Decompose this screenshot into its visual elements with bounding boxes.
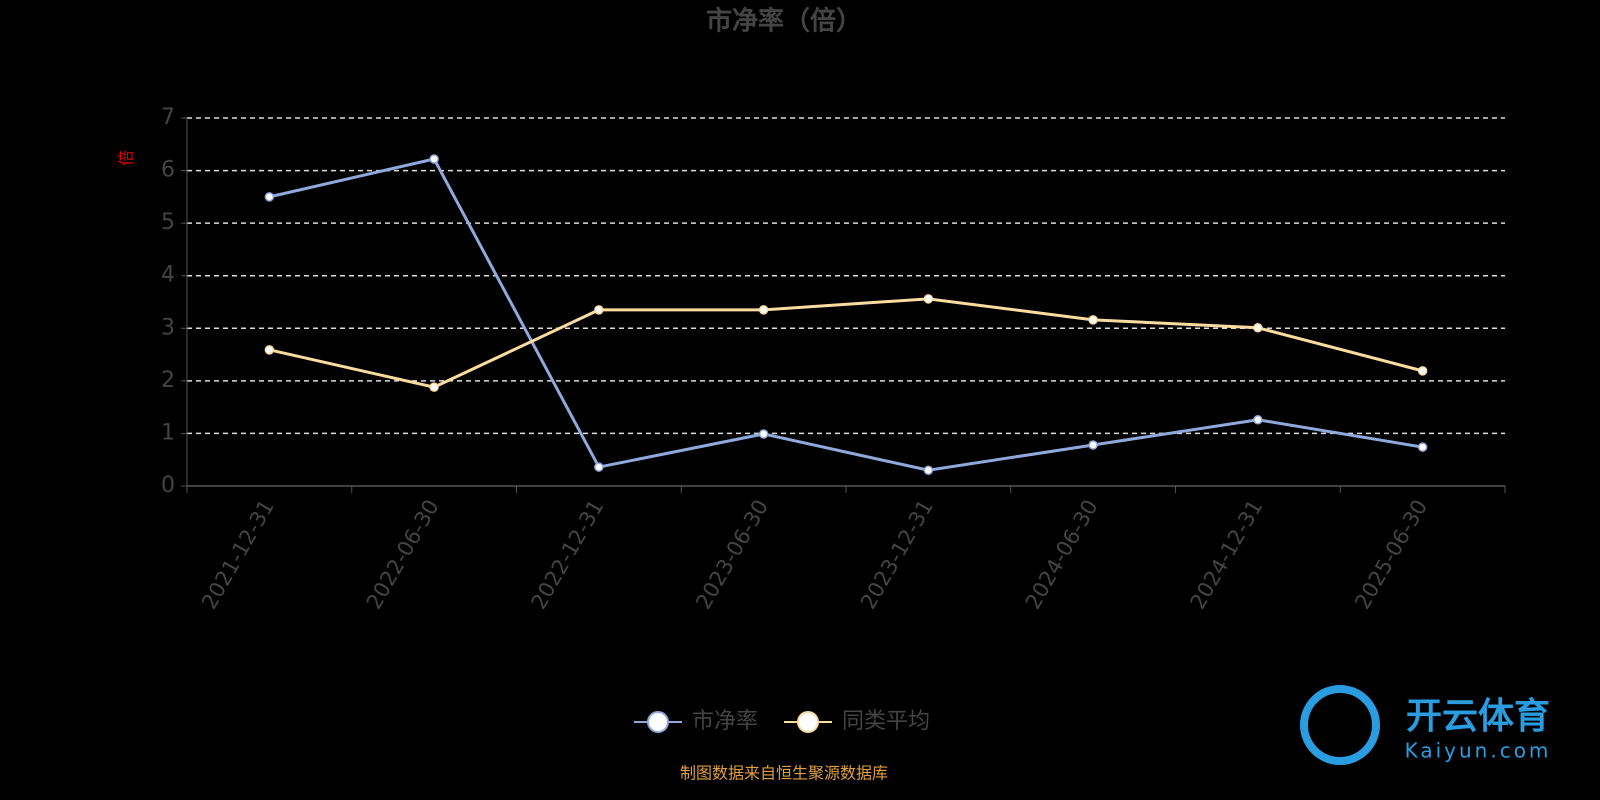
x-tick-label: 2025-06-30 bbox=[1350, 496, 1432, 614]
watermark-site: Kaiyun.com bbox=[1405, 739, 1552, 763]
source-note: 制图数据来自恒生聚源数据库 bbox=[680, 764, 888, 783]
y-axis-label: 倍 bbox=[117, 150, 136, 166]
series-line bbox=[269, 157, 1423, 472]
x-tick-label: 2022-06-30 bbox=[362, 496, 444, 614]
data-point bbox=[429, 154, 439, 164]
x-tick-label: 2024-12-31 bbox=[1186, 496, 1268, 614]
y-tick-label: 2 bbox=[161, 368, 175, 393]
data-point bbox=[264, 192, 275, 202]
watermark-logo bbox=[1300, 685, 1380, 765]
data-point bbox=[594, 305, 604, 315]
data-point bbox=[1088, 440, 1098, 450]
x-tick-label: 2024-06-30 bbox=[1021, 496, 1103, 614]
series-line bbox=[269, 297, 1424, 389]
y-tick-label: 1 bbox=[161, 420, 175, 445]
legend-marker bbox=[797, 711, 819, 733]
data-point bbox=[264, 345, 275, 355]
data-point bbox=[429, 382, 439, 392]
data-point bbox=[923, 294, 934, 304]
chart-title: 市净率（倍） bbox=[706, 6, 862, 37]
x-tick-label: 2021-12-31 bbox=[197, 496, 279, 614]
data-point bbox=[1253, 415, 1263, 425]
data-point bbox=[923, 465, 934, 475]
data-point bbox=[758, 429, 769, 439]
y-tick-label: 6 bbox=[161, 158, 175, 183]
data-point bbox=[594, 462, 604, 472]
y-tick-label: 7 bbox=[161, 105, 175, 130]
data-point bbox=[1253, 323, 1263, 333]
x-tick-label: 2023-12-31 bbox=[856, 496, 938, 614]
y-tick-label: 4 bbox=[161, 263, 175, 288]
y-tick-label: 0 bbox=[161, 473, 175, 498]
legend-label: 同类平均 bbox=[842, 709, 930, 734]
x-tick-label: 2023-06-30 bbox=[691, 496, 773, 614]
x-tick-label: 2022-12-31 bbox=[527, 496, 609, 614]
legend-marker bbox=[647, 711, 669, 733]
legend-label: 市净率 bbox=[692, 709, 758, 734]
data-point bbox=[1417, 442, 1428, 452]
data-point bbox=[1088, 315, 1098, 325]
y-tick-label: 5 bbox=[161, 210, 175, 235]
data-point bbox=[758, 305, 769, 315]
watermark-brand: 开云体育 bbox=[1406, 696, 1550, 737]
y-tick-label: 3 bbox=[161, 315, 175, 340]
data-point bbox=[1417, 366, 1428, 376]
